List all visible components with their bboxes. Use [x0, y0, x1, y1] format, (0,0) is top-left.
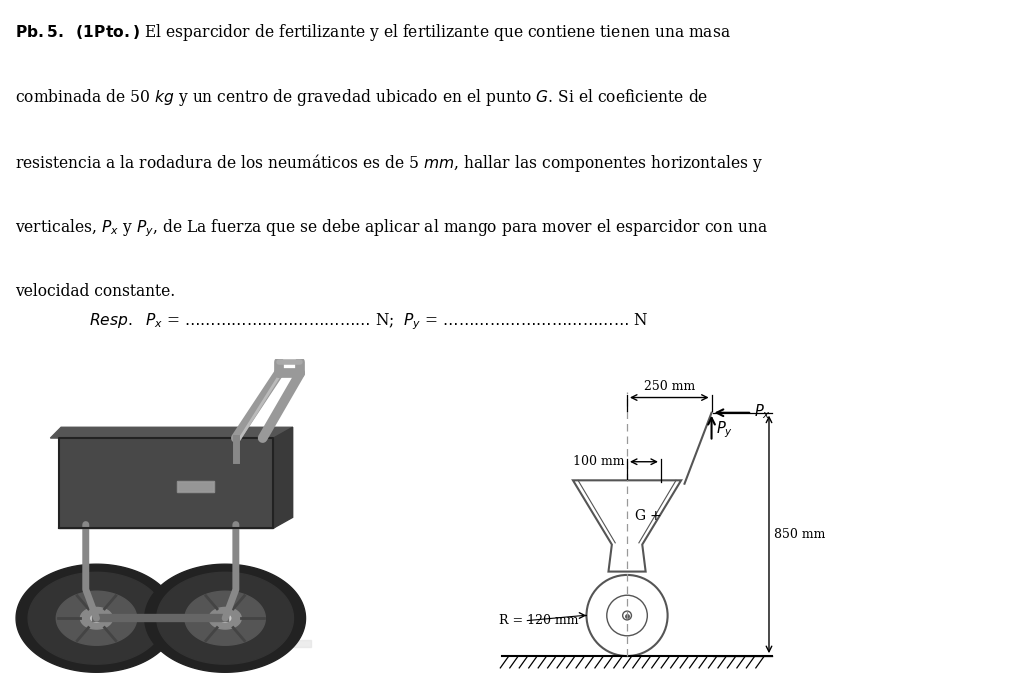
Polygon shape	[156, 572, 294, 664]
Text: $P_y$: $P_y$	[715, 420, 733, 440]
Text: $P_x$: $P_x$	[754, 403, 771, 422]
Polygon shape	[177, 482, 215, 492]
Text: $\mathit{Resp.}$  $P_x$ = $\ldots\ldots\ldots\ldots\ldots\ldots\ldots\ldots\ldot: $\mathit{Resp.}$ $P_x$ = $\ldots\ldots\l…	[89, 311, 649, 332]
Text: verticales, $P_x$ y $P_y$, de La fuerza que se debe aplicar al mango para mover : verticales, $P_x$ y $P_y$, de La fuerza …	[15, 217, 768, 239]
Polygon shape	[81, 607, 113, 629]
Polygon shape	[16, 564, 177, 672]
Polygon shape	[59, 438, 273, 528]
Text: $\mathbf{Pb.5.}$  $\mathbf{(1Pto.)}$ El esparcidor de fertilizante y el fertiliz: $\mathbf{Pb.5.}$ $\mathbf{(1Pto.)}$ El e…	[15, 21, 731, 43]
Text: 100 mm: 100 mm	[573, 455, 625, 469]
Polygon shape	[144, 564, 306, 672]
Text: velocidad constante.: velocidad constante.	[15, 283, 176, 300]
Text: R = 120 mm: R = 120 mm	[498, 614, 578, 627]
Text: G $+$: G $+$	[634, 509, 662, 523]
Text: 250 mm: 250 mm	[644, 380, 695, 393]
Text: resistencia a la rodadura de los neumáticos es de 5 $\mathit{mm}$, hallar las co: resistencia a la rodadura de los neumáti…	[15, 152, 763, 175]
Polygon shape	[28, 572, 164, 664]
Text: combinada de 50 $\mathit{kg}$ y un centro de gravedad ubicado en el punto $\math: combinada de 50 $\mathit{kg}$ y un centr…	[15, 87, 708, 108]
Polygon shape	[185, 591, 265, 645]
Polygon shape	[91, 615, 102, 622]
Polygon shape	[68, 428, 282, 437]
Polygon shape	[57, 591, 136, 645]
Polygon shape	[220, 615, 231, 622]
Polygon shape	[50, 427, 293, 438]
Polygon shape	[59, 520, 285, 528]
Polygon shape	[209, 607, 241, 629]
Polygon shape	[273, 427, 293, 528]
Text: 850 mm: 850 mm	[774, 528, 825, 541]
